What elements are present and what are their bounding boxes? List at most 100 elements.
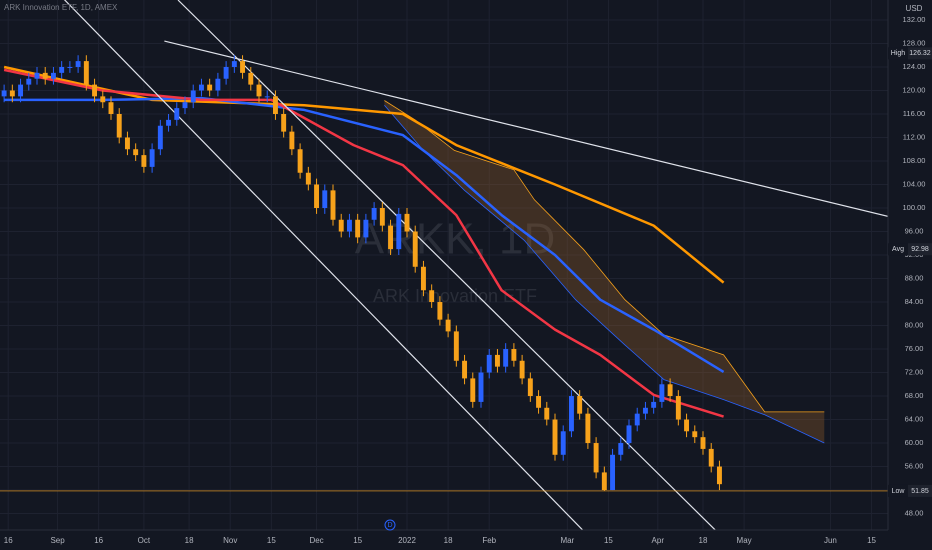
- chart-title: ARK Innovation ETF, 1D, AMEX: [4, 3, 118, 12]
- candle-body: [420, 266, 426, 291]
- candle-body: [552, 419, 558, 455]
- candle-body: [231, 61, 237, 67]
- candle-body: [577, 396, 583, 414]
- candle-body: [281, 113, 287, 132]
- badge: [908, 47, 932, 60]
- candle-body: [182, 102, 188, 109]
- badge: [908, 484, 932, 497]
- x-tick-label: Dec: [309, 536, 323, 545]
- candle-body: [223, 66, 229, 79]
- badge-name: High: [891, 50, 906, 57]
- y-tick-label: 112.00: [903, 132, 925, 141]
- badge-name-bg: [888, 243, 908, 256]
- y-tick-label: 48.00: [905, 509, 924, 518]
- candle-body: [9, 90, 15, 97]
- badge-name: Avg: [892, 246, 904, 253]
- y-tick-label: 108.00: [903, 156, 926, 165]
- candle-body: [560, 431, 566, 455]
- y-tick-label: 64.00: [905, 415, 924, 424]
- y-tick-label: 100.00: [903, 203, 926, 212]
- candle-body: [651, 401, 657, 408]
- candle-body: [198, 84, 204, 91]
- candle-body: [75, 61, 81, 67]
- badge-value: 126.32: [909, 50, 931, 57]
- dividend-marker[interactable]: [384, 519, 396, 531]
- candle-body: [18, 84, 24, 97]
- candle-body: [626, 425, 632, 444]
- candle-body: [248, 72, 254, 85]
- x-tick-label: 15: [267, 536, 276, 545]
- y-tick-label: 116.00: [903, 109, 925, 118]
- candle-body: [256, 84, 262, 97]
- candle-body: [412, 231, 418, 267]
- candle-body: [716, 466, 722, 485]
- candle-body: [92, 84, 98, 97]
- y-tick-label: 80.00: [905, 321, 924, 330]
- x-tick-label: 18: [185, 536, 194, 545]
- y-tick-label: 72.00: [905, 368, 924, 377]
- candle-body: [26, 78, 32, 85]
- candle-body: [684, 419, 690, 432]
- candle-body: [462, 360, 468, 379]
- candle-body: [108, 102, 114, 114]
- candle-body: [618, 443, 624, 455]
- candle-body: [470, 378, 476, 402]
- candle-body: [42, 72, 48, 79]
- candle-body: [166, 119, 172, 126]
- candle-body: [404, 213, 410, 232]
- x-tick-label: 16: [4, 536, 13, 545]
- x-tick-label: Jun: [824, 536, 837, 545]
- candle-body: [494, 354, 500, 367]
- candle-body: [486, 354, 492, 373]
- candle-body: [396, 213, 402, 250]
- candle-body: [601, 472, 607, 491]
- x-tick-label: Mar: [560, 536, 574, 545]
- y-tick-label: 96.00: [905, 226, 924, 235]
- candle-body: [83, 61, 89, 85]
- trendline: [63, 0, 584, 530]
- x-tick-label: Oct: [138, 536, 151, 545]
- x-tick-label: Sep: [50, 536, 65, 545]
- candle-body: [272, 96, 278, 114]
- candle-body: [100, 96, 106, 103]
- candle-body: [708, 448, 714, 467]
- candle-body: [388, 225, 394, 250]
- candle-body: [297, 149, 303, 173]
- y-tick-label: 88.00: [905, 273, 924, 282]
- y-tick-label: 84.00: [905, 297, 924, 306]
- candle-body: [240, 61, 246, 73]
- y-tick-label: 76.00: [905, 344, 924, 353]
- candle-body: [642, 407, 648, 414]
- candle-body: [363, 219, 369, 238]
- candle-body: [527, 378, 533, 397]
- candle-body: [50, 72, 56, 79]
- candle-body: [659, 384, 665, 402]
- candle-body: [149, 149, 155, 167]
- dividend-icon[interactable]: D: [387, 522, 392, 529]
- badge-value: 92.98: [911, 246, 929, 253]
- plot-area: [0, 0, 888, 530]
- candle-body: [675, 396, 681, 420]
- candle-body: [116, 113, 122, 138]
- candle-body: [511, 349, 517, 361]
- x-tick-label: 15: [353, 536, 362, 545]
- candle-body: [190, 90, 196, 103]
- currency-label: USD: [906, 4, 923, 13]
- candle-body: [289, 131, 295, 150]
- candle-body: [34, 72, 40, 79]
- candle-body: [355, 219, 361, 238]
- candle-body: [700, 437, 706, 449]
- candle-body: [330, 190, 336, 220]
- candle-body: [536, 396, 542, 408]
- candle-body: [379, 208, 385, 226]
- x-tick-label: 18: [699, 536, 708, 545]
- candle-body: [67, 66, 73, 68]
- candle-body: [314, 184, 320, 209]
- candle-body: [593, 443, 599, 473]
- candle-body: [371, 208, 377, 220]
- x-tick-label: 18: [444, 536, 453, 545]
- candle-body: [338, 219, 344, 232]
- candle-body: [519, 360, 525, 379]
